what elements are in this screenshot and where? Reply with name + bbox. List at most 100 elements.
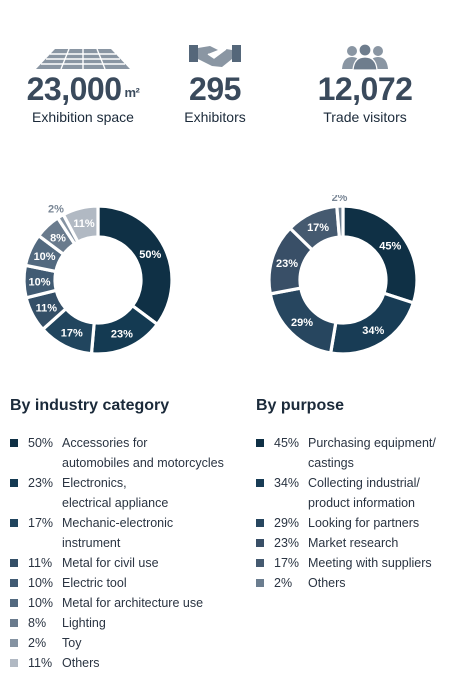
legend-label: Toy [62,636,82,650]
legend-item: 17% Mechanic-electronic instrument [10,513,250,553]
legend-label: Accessories for automobiles and motorcycl… [62,436,224,470]
legend-item: 50% Accessories for automobiles and motorc… [10,433,250,473]
legend-label: Others [308,576,346,590]
legend-swatch [256,439,264,447]
legend-label: Purchasing equipment/castings [308,436,436,470]
legend-item: 23% Market research [256,533,456,553]
legend-label: Metal for architecture use [62,596,204,610]
donut-data-label: 8% [50,232,66,244]
legend-item: 17% Meeting with suppliers [256,553,456,573]
donut-data-label: 17% [307,222,329,234]
legend-value: 2% [274,576,293,590]
stat-trade-visitors: 12,072 Trade visitors [290,40,440,125]
legend-value: 2% [28,636,47,650]
legend-value: 10% [28,576,54,590]
legend-item: 34% Collecting industrial/product informa… [256,473,456,513]
industry-donut-chart: 50% 23% 17% 11% 10% 10% 8% 2% 11% [22,203,174,356]
donut-data-label: 10% [34,251,56,263]
legend-list: 45% Purchasing equipment/castings 34% Colle… [256,433,456,593]
stat-value: 12,072 [317,71,413,107]
legend-value: 23% [28,476,54,490]
donut-slice [96,204,174,327]
legend-value: 23% [274,536,300,550]
stat-value: 295 [189,71,241,107]
donut-slice [328,291,416,356]
legend-value: 17% [274,556,300,570]
legend-label: Looking for partners [308,516,420,530]
industry-legend: By industry category 50% Accessories for a… [10,397,250,673]
donut-slice [61,204,100,245]
legend-item: 45% Purchasing equipment/castings [256,433,456,473]
legend-swatch [10,639,18,647]
legend-swatch [10,579,18,587]
legend-item: 29% Looking for partners [256,513,456,533]
legend-label: Electric tool [62,576,127,590]
legend-item: 11% Metal for civil use [10,553,250,573]
legend-label: Others [62,656,100,670]
donut-data-label: 11% [36,302,58,314]
legend-item: 10% Metal for architecture use [10,593,250,613]
legend-item: 11% Others [10,653,250,673]
legend-item: 8% Lighting [10,613,250,633]
donut-data-label: 45% [379,241,401,253]
donut-data-label: 29% [291,317,313,329]
legend-value: 8% [28,616,47,630]
legend-swatch [10,479,18,487]
legend-value: 10% [28,596,54,610]
stat-unit: m² [124,85,140,100]
stat-value: 23,000 [26,71,122,107]
floor-grid-icon [8,40,158,70]
legend-title: By industry category [10,397,170,414]
legend-swatch [256,519,264,527]
donut-data-label: 23% [111,328,133,340]
legend-item: 10% Electric tool [10,573,250,593]
legend-value: 50% [28,436,54,450]
visitors-group-icon [290,40,440,70]
purpose-legend: By purpose 45% Purchasing equipment/casti… [256,397,456,593]
legend-swatch [10,519,18,527]
legend-value: 11% [28,656,53,670]
legend-title: By purpose [256,397,345,414]
handshake-icon [160,40,270,70]
donut-data-label: 50% [139,249,161,261]
donut-data-label: 2% [332,195,348,204]
legend-label: Electronics, electrical appliance [62,476,169,510]
stat-label: Trade visitors [323,109,407,125]
stat-exhibitors: 295 Exhibitors [160,40,270,125]
legend-label: Mechanic-electronic instrument [62,516,174,550]
legend-item: 2% Others [256,573,456,593]
donut-data-label: 10% [28,276,50,288]
legend-swatch [256,539,264,547]
donut-data-label: 23% [276,258,298,270]
legend-label: Collecting industrial/product informatio… [308,476,420,510]
donut-data-label: 34% [362,325,384,337]
donut-data-label: 2% [48,203,64,215]
legend-swatch [256,579,264,587]
legend-value: 34% [274,476,300,490]
legend-swatch [10,439,18,447]
legend-label: Meeting with suppliers [308,556,432,570]
donut-data-label: 11% [73,218,95,230]
legend-swatch [10,659,18,667]
legend-value: 17% [28,516,54,530]
legend-label: Market research [308,536,399,550]
purpose-donut-chart: 45% 34% 29% 23% 17% 2% [267,195,419,356]
legend-swatch [256,479,264,487]
legend-value: 29% [274,516,300,530]
legend-value: 45% [274,436,300,450]
legend-item: 23% Electronics, electrical appliance [10,473,250,513]
legend-swatch [10,619,18,627]
stat-label: Exhibitors [184,109,246,125]
legend-value: 11% [28,556,53,570]
donut-data-label: 17% [61,327,83,339]
stat-label: Exhibition space [32,109,134,125]
legend-swatch [10,559,18,567]
stat-exhibition-space: 23,000 m² Exhibition space [8,40,158,125]
legend-item: 2% Toy [10,633,250,653]
legend-label: Metal for civil use [62,556,159,570]
donut-slice [335,204,345,239]
legend-label: Lighting [62,616,106,630]
legend-list: 50% Accessories for automobiles and motorc… [10,433,250,673]
donut-slice [341,204,419,305]
legend-swatch [256,559,264,567]
